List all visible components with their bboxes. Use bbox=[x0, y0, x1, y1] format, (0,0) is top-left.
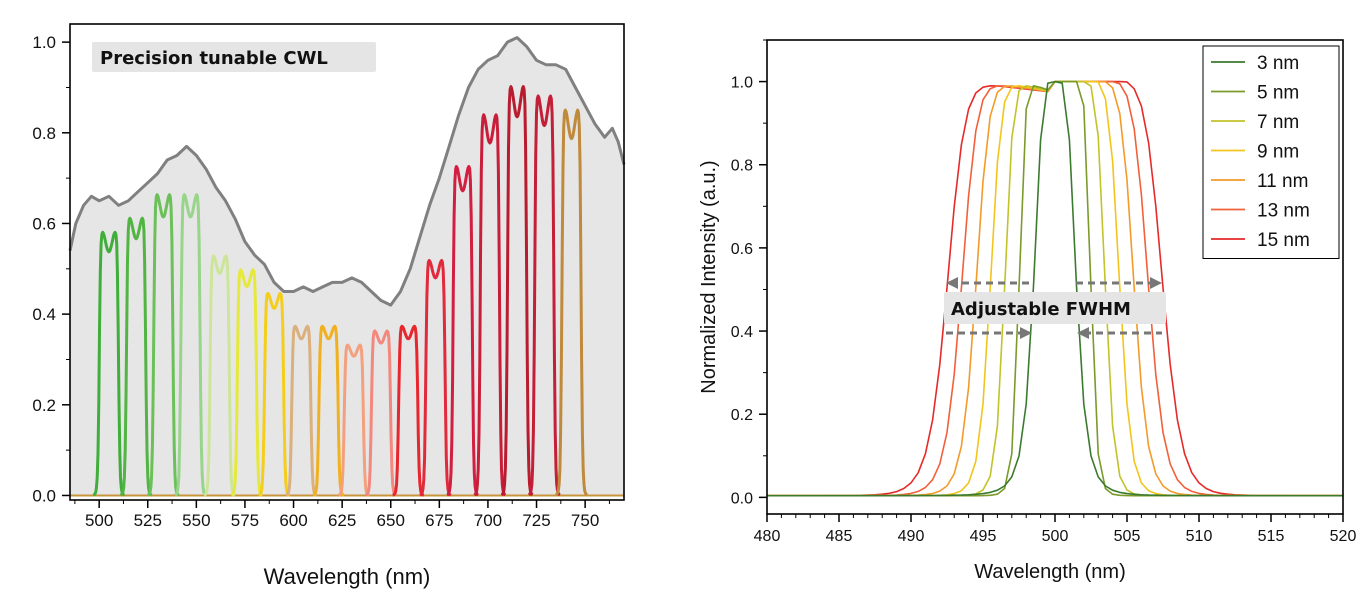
right-y-axis-title: Normalized Intensity (a.u.) bbox=[698, 160, 720, 393]
left-x-tick-label: 550 bbox=[182, 511, 210, 530]
right-x-tick-label: 490 bbox=[898, 528, 925, 545]
left-y-tick-label: 0.6 bbox=[32, 214, 56, 233]
left-x-tick-label: 750 bbox=[571, 511, 599, 530]
filter-peak-3 bbox=[174, 193, 207, 497]
left-y-tick-label: 0.2 bbox=[32, 396, 56, 415]
right-y-ticks: 0.0 0.2 0.4 0.6 0.8 1.0 bbox=[731, 39, 767, 507]
filter-peak-1 bbox=[119, 216, 153, 497]
right-y-tick-label: 0.8 bbox=[731, 158, 753, 175]
filter-peak-11 bbox=[392, 324, 425, 497]
right-x-tick-label: 505 bbox=[1114, 528, 1141, 545]
right-legend: 3 nm 5 nm 7 nm 9 nm 11 nm 13 nm 15 nm bbox=[1202, 45, 1340, 259]
left-x-tick-label: 725 bbox=[522, 511, 550, 530]
left-x-tick-label: 525 bbox=[134, 511, 162, 530]
left-y-tick-label: 1.0 bbox=[32, 33, 56, 52]
filter-peak-2 bbox=[147, 193, 180, 497]
right-y-tick-label: 0.6 bbox=[731, 241, 753, 258]
right-x-tick-label: 495 bbox=[970, 528, 997, 545]
right-chart-panel: 480 485 490 495 500 505 510 515 520 0.0 0.2 0.4 0.6… bbox=[698, 39, 1357, 583]
legend-label: 13 nm bbox=[1257, 201, 1310, 222]
filter-peak-13 bbox=[446, 165, 479, 497]
left-annotation-box bbox=[92, 42, 376, 72]
left-chart-panel: 500 525 550 575 600 625 650 675 700 725 750 0.0 0.2… bbox=[32, 23, 626, 589]
filter-peak-15 bbox=[500, 85, 534, 497]
right-y-tick-label: 0.2 bbox=[731, 407, 753, 424]
filter-peak-16 bbox=[527, 94, 561, 497]
legend-label: 5 nm bbox=[1257, 83, 1299, 104]
filter-peak-5 bbox=[230, 268, 264, 497]
filter-peak-12 bbox=[419, 259, 452, 497]
right-y-tick-label: 1.0 bbox=[731, 75, 753, 92]
right-x-tick-label: 500 bbox=[1042, 528, 1069, 545]
filter-peak-7 bbox=[285, 324, 318, 497]
fwhm-annotation-label: Adjustable FWHM bbox=[951, 299, 1131, 320]
right-plot-area bbox=[767, 80, 1343, 497]
fwhm-arrowhead-bottom-right bbox=[1077, 327, 1089, 339]
left-x-tick-label: 700 bbox=[474, 511, 502, 530]
filter-peak-4 bbox=[203, 254, 236, 497]
filter-peak-8 bbox=[312, 324, 345, 497]
fwhm-arrowhead-top-left bbox=[946, 277, 958, 289]
left-y-tick-label: 0.0 bbox=[32, 486, 56, 505]
filter-peak-17 bbox=[555, 108, 588, 497]
filter-peak-6 bbox=[257, 291, 291, 497]
right-x-ticks: 480 485 490 495 500 505 510 515 520 bbox=[754, 514, 1357, 545]
right-x-axis-title: Wavelength (nm) bbox=[974, 561, 1126, 583]
legend-box bbox=[1202, 45, 1340, 259]
envelope-line bbox=[68, 36, 626, 307]
right-x-tick-label: 485 bbox=[826, 528, 853, 545]
left-x-tick-label: 575 bbox=[231, 511, 259, 530]
legend-label: 9 nm bbox=[1257, 142, 1299, 163]
legend-label: 7 nm bbox=[1257, 112, 1299, 133]
filter-peak-10 bbox=[364, 329, 398, 497]
left-x-tick-label: 650 bbox=[377, 511, 405, 530]
right-x-tick-label: 510 bbox=[1186, 528, 1213, 545]
left-x-ticks: 500 525 550 575 600 625 650 675 700 725 750 bbox=[74, 500, 610, 530]
filter-peak-9 bbox=[337, 343, 371, 497]
left-plot-area bbox=[68, 36, 626, 497]
fwhm-annotation-box bbox=[944, 292, 1166, 324]
left-plot-frame bbox=[69, 23, 625, 501]
legend-label: 11 nm bbox=[1257, 171, 1308, 192]
fwhm-arrowhead-top-right bbox=[1150, 277, 1162, 289]
legend-label: 15 nm bbox=[1257, 230, 1310, 251]
left-x-tick-label: 625 bbox=[328, 511, 356, 530]
right-x-tick-label: 480 bbox=[754, 528, 781, 545]
left-x-axis-title: Wavelength (nm) bbox=[264, 564, 431, 589]
left-x-tick-label: 675 bbox=[425, 511, 453, 530]
filter-peak-0 bbox=[92, 230, 126, 497]
right-x-tick-label: 515 bbox=[1258, 528, 1285, 545]
legend-label: 3 nm bbox=[1257, 53, 1299, 74]
left-y-ticks: 0.0 0.2 0.4 0.6 0.8 1.0 bbox=[32, 33, 70, 505]
left-y-tick-label: 0.8 bbox=[32, 124, 56, 143]
fwhm-arrowhead-bottom-left bbox=[1020, 327, 1032, 339]
left-x-tick-label: 600 bbox=[279, 511, 307, 530]
series-line-3-nm bbox=[767, 80, 1343, 497]
filter-peak-14 bbox=[473, 113, 507, 497]
left-y-tick-label: 0.4 bbox=[32, 305, 56, 324]
fwhm-annotation: Adjustable FWHM bbox=[944, 277, 1166, 339]
left-x-tick-label: 500 bbox=[85, 511, 113, 530]
right-x-tick-label: 520 bbox=[1330, 528, 1357, 545]
right-y-tick-label: 0.0 bbox=[731, 490, 753, 507]
right-y-tick-label: 0.4 bbox=[731, 324, 753, 341]
left-annotation-label: Precision tunable CWL bbox=[100, 48, 328, 69]
